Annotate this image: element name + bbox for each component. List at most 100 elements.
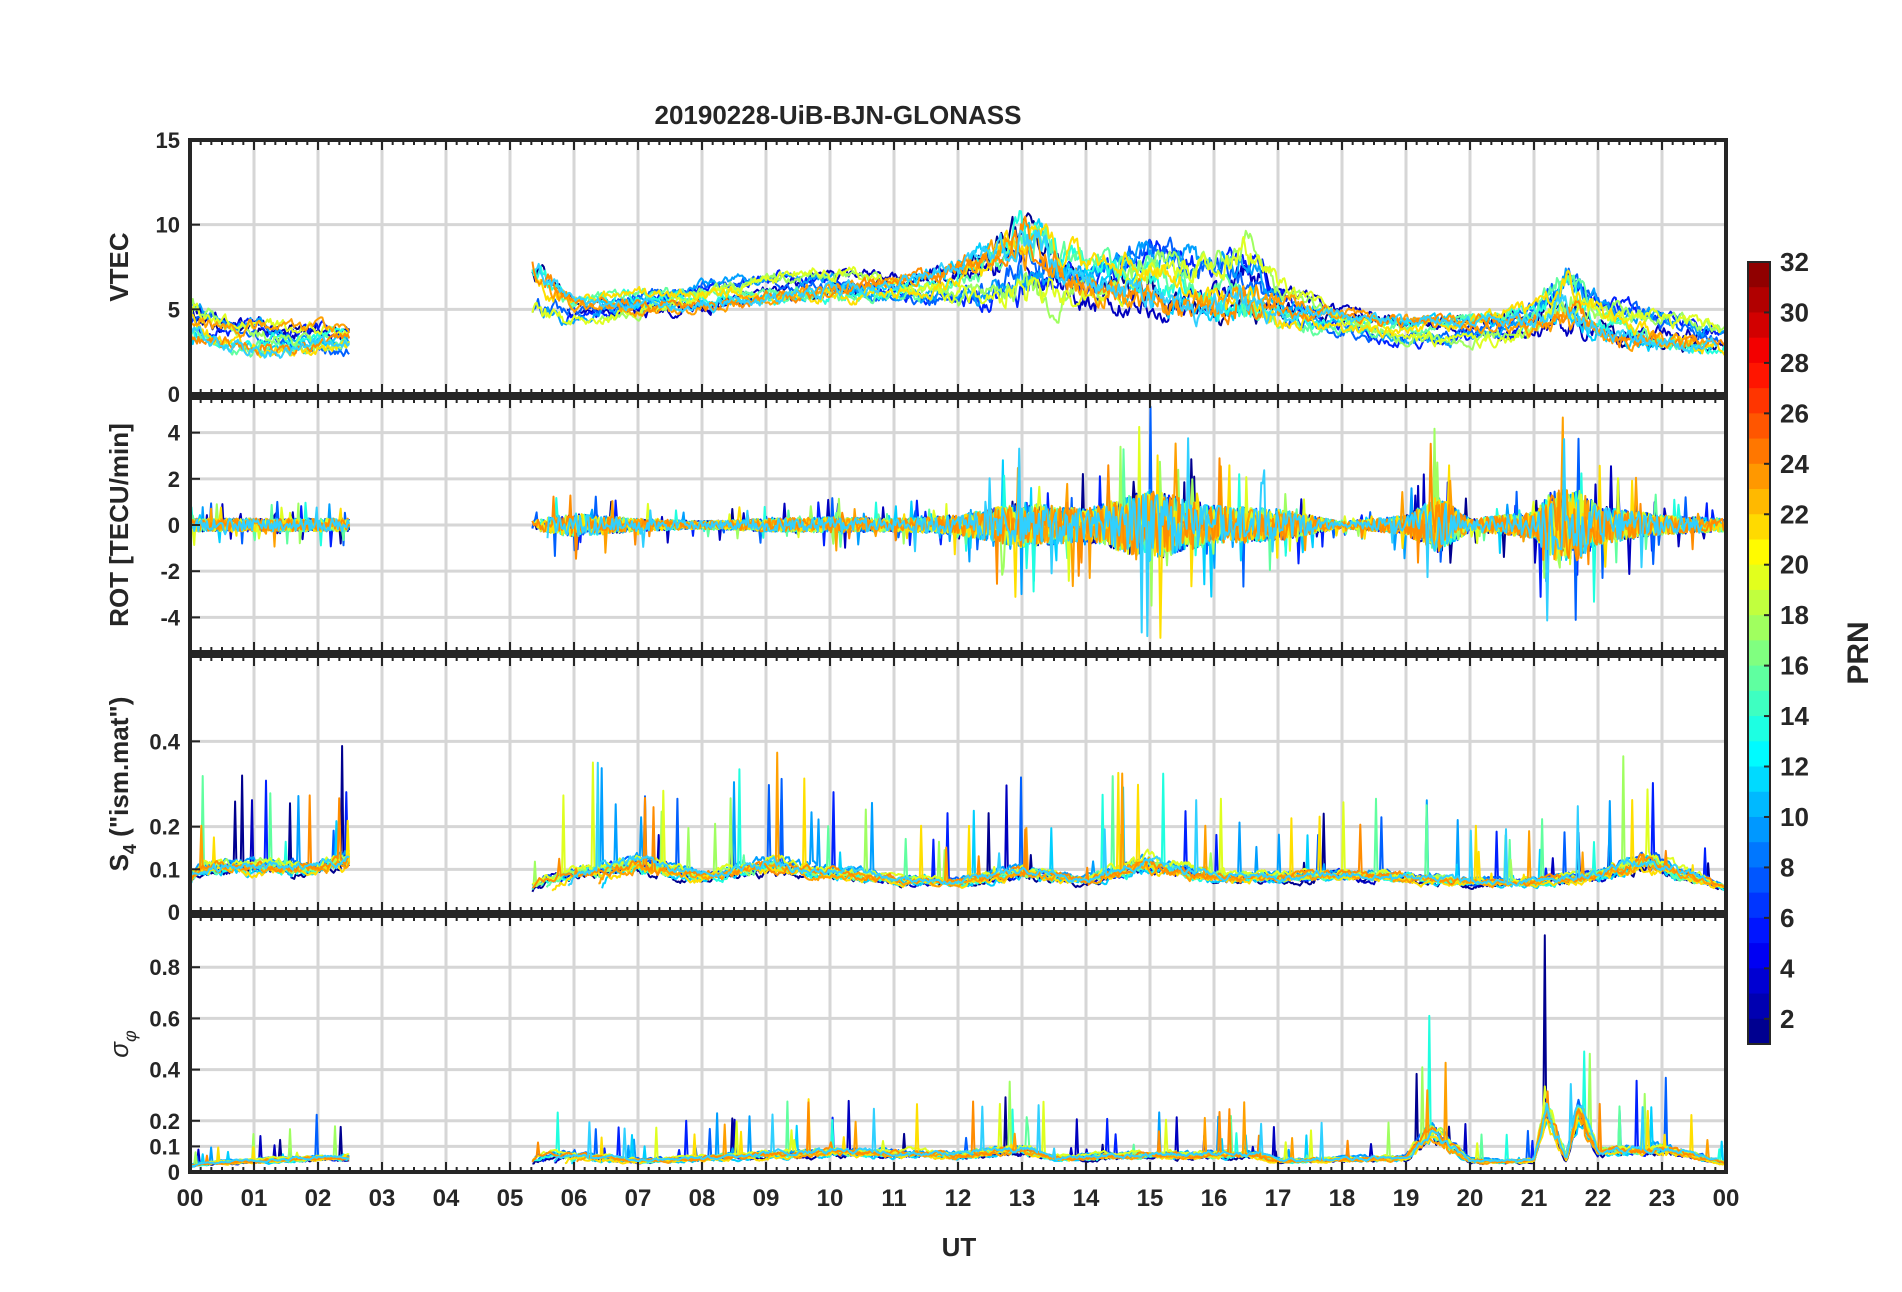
colorbar-segment: [1748, 816, 1770, 844]
minor-ticks: [189, 916, 1727, 1172]
y-axis-label-main: σ: [104, 1041, 134, 1058]
x-tick-label: 15: [1137, 1185, 1164, 1212]
x-tick-label: 11: [881, 1185, 906, 1212]
colorbar-segment: [1748, 262, 1770, 289]
colorbar-segment: [1748, 463, 1770, 491]
colorbar-segment: [1748, 287, 1770, 314]
series-11-line: [534, 223, 1726, 356]
colorbar-segment: [1748, 917, 1770, 945]
colorbar-segment: [1748, 489, 1770, 516]
colorbar-tick-label: 16: [1780, 651, 1809, 681]
x-tick-label: 21: [1521, 1185, 1548, 1212]
minor-ticks: [189, 656, 1727, 912]
colorbar-segment: [1748, 665, 1770, 692]
colorbar-segment: [1748, 640, 1770, 667]
y-tick-label: 0.4: [149, 1058, 180, 1083]
colorbar-tick-label: 20: [1780, 550, 1809, 580]
colorbar-segment: [1748, 993, 1770, 1020]
y-tick-label: 4: [168, 421, 181, 446]
colorbar-tick-label: 22: [1780, 499, 1809, 529]
x-tick-label: 14: [1073, 1185, 1100, 1212]
minor-ticks: [189, 140, 1727, 394]
panel-rot: -4 -2 0 2 4 ROT [TECU/min]: [104, 396, 1728, 654]
y-tick-label: 0.2: [149, 815, 180, 840]
x-tick-label: 05: [497, 1185, 524, 1212]
y-tick-label: -2: [160, 559, 180, 584]
y-tick-label: 5: [168, 297, 180, 322]
y-tick-label: 0: [168, 382, 180, 407]
series-9-line: [599, 229, 1726, 351]
colorbar-segment: [1748, 514, 1770, 541]
series-14-line: [546, 437, 1704, 638]
x-tick-label: 12: [945, 1185, 972, 1212]
colorbar-segment: [1748, 968, 1770, 995]
series-14-line: [190, 1154, 350, 1168]
colorbar-segment: [1748, 564, 1770, 591]
colorbar-segment: [1748, 615, 1770, 642]
colorbar-tick-label: 4: [1780, 953, 1795, 983]
x-tick-label: 06: [561, 1185, 588, 1212]
panel-s4: 0 0.1 0.2 0.4 S4 ("ism.mat"): [104, 654, 1728, 925]
y-tick-label: 0.4: [149, 729, 180, 754]
colorbar-segment: [1748, 337, 1770, 364]
colorbar-segment: [1748, 943, 1770, 970]
colorbar-tick-label: 28: [1780, 348, 1809, 378]
series-13-line: [532, 796, 1726, 889]
series-14-line: [535, 229, 1718, 354]
x-tick-label: 07: [625, 1185, 652, 1212]
y-tick-label: 0: [168, 513, 180, 538]
colorbar-segment: [1748, 388, 1770, 415]
colorbar-tick-label: 8: [1780, 852, 1794, 882]
colorbar-tick-label: 32: [1780, 247, 1809, 277]
series-12-line: [547, 229, 1711, 352]
x-tick-label: 03: [369, 1185, 396, 1212]
y-tick-label: 15: [156, 128, 180, 153]
y-tick-label: 0.8: [149, 955, 180, 980]
y-tick-label: 0: [168, 900, 180, 925]
colorbar-segment: [1748, 312, 1770, 339]
colorbar-segment: [1748, 413, 1770, 440]
y-axis-label: ROT [TECU/min]: [104, 423, 134, 627]
y-tick-label: 0.1: [149, 1134, 180, 1159]
x-tick-label: 04: [433, 1185, 460, 1212]
colorbar-segment: [1748, 842, 1770, 869]
colorbar-segment: [1748, 766, 1770, 793]
colorbar-tick-label: 24: [1780, 449, 1809, 479]
y-tick-label: 0.6: [149, 1006, 180, 1031]
series-10-line: [190, 302, 350, 336]
colorbar-segment: [1748, 539, 1770, 566]
x-tick-label: 10: [817, 1185, 844, 1212]
colorbar-segment: [1748, 892, 1770, 919]
traces: [190, 745, 1726, 893]
colorbar-tick-label: 14: [1780, 701, 1809, 731]
colorbar-segment: [1748, 589, 1770, 617]
x-tick-label: 08: [689, 1185, 716, 1212]
chart-title: 20190228-UiB-BJN-GLONASS: [654, 100, 1021, 130]
series-13-line: [531, 215, 1726, 351]
y-tick-label: 0.2: [149, 1109, 180, 1134]
x-tick-label: 16: [1201, 1185, 1228, 1212]
y-tick-label: 0.1: [149, 857, 180, 882]
y-tick-label: 0: [168, 1160, 180, 1185]
colorbar-segment: [1748, 362, 1770, 390]
colorbar-segment: [1748, 716, 1770, 743]
colorbar-tick-label: 18: [1780, 600, 1809, 630]
x-axis-label: UT: [942, 1232, 977, 1262]
y-axis-label: VTEC: [104, 232, 134, 302]
x-tick-label: 20: [1457, 1185, 1484, 1212]
colorbar-segment: [1748, 438, 1770, 465]
series-14-line: [190, 506, 351, 536]
y-axis-label-main: S: [104, 854, 134, 871]
series-13-line: [190, 794, 350, 879]
y-axis-label: σφ: [104, 1030, 140, 1058]
series-14-line: [553, 1083, 1718, 1163]
x-tick-label: 18: [1329, 1185, 1356, 1212]
colorbar-segment: [1748, 690, 1770, 718]
x-tick-label: 09: [753, 1185, 780, 1212]
colorbar-segment: [1748, 791, 1770, 818]
series-12-line: [190, 316, 351, 339]
